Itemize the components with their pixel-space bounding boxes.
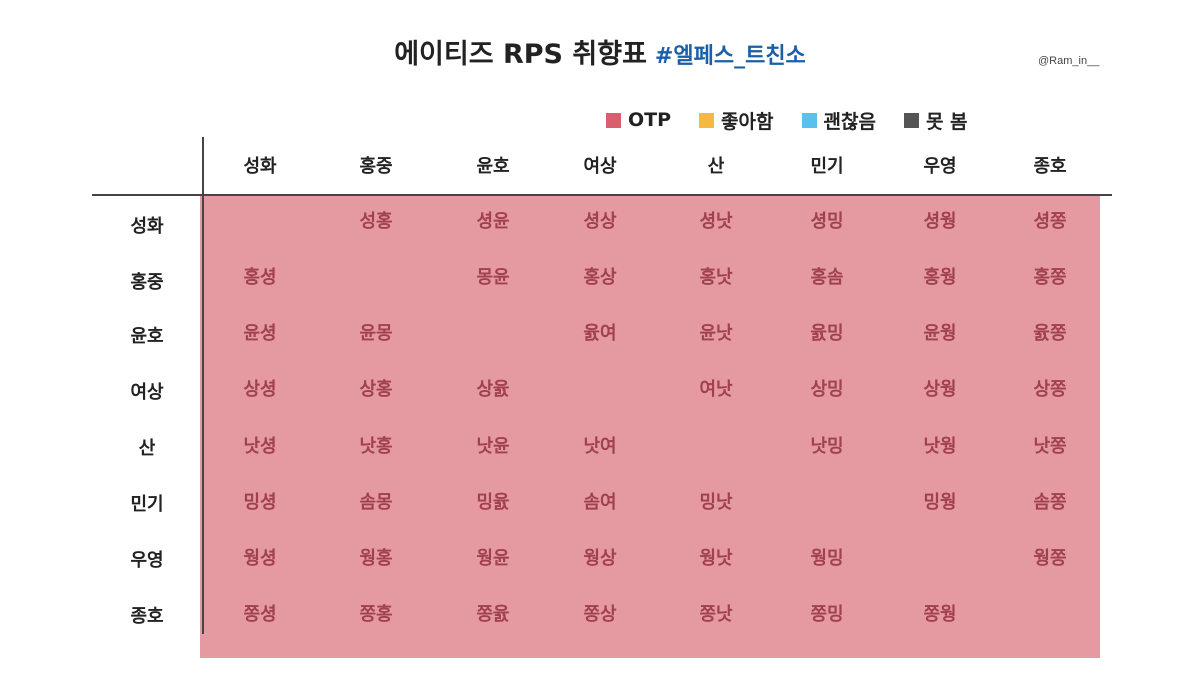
pairing-cell: 홍솜: [810, 267, 844, 288]
pairing-cell: 상홍: [359, 379, 393, 400]
grid-background: [200, 196, 1100, 658]
row-header: 우영: [130, 550, 164, 571]
pairing-cell: 셩웡: [923, 211, 957, 232]
pairing-cell: 낫여: [583, 436, 617, 457]
pairing-cell: 밍낫: [699, 492, 733, 513]
pairing-cell: 홍웡: [923, 267, 957, 288]
pairing-cell: 성홍: [359, 211, 393, 232]
pairing-cell: 웡쫑: [1033, 548, 1067, 569]
pairing-cell: 낫웡: [923, 436, 957, 457]
legend: OTP 좋아함 괜찮음 못 봄: [606, 106, 968, 134]
pairing-cell: 낫셩: [243, 436, 277, 457]
pairing-cell: 윬쫑: [1033, 323, 1067, 344]
credit-handle: @Ram_in__: [1038, 55, 1100, 67]
column-header: 산: [707, 156, 725, 177]
pairing-cell: 윬밍: [810, 323, 844, 344]
column-header: 종호: [1033, 156, 1067, 177]
row-header: 성화: [130, 216, 164, 237]
pairing-cell: 밍웡: [923, 492, 957, 513]
pairing-cell: 쫑낫: [699, 604, 733, 625]
pairing-cell: 웡셩: [243, 548, 277, 569]
legend-swatch-unseen: [903, 112, 919, 128]
pairing-cell: 윬여: [583, 323, 617, 344]
pairing-cell: 낫윤: [476, 436, 510, 457]
pairing-cell: 셩쫑: [1033, 211, 1067, 232]
pairing-cell: 상윬: [476, 379, 510, 400]
pairing-cell: 쫑윬: [476, 604, 510, 625]
legend-item-okay: 괜찮음: [801, 107, 876, 134]
title-hashtag: #엘페스_트친소: [654, 44, 806, 69]
pairing-cell: 솜여: [583, 492, 617, 513]
vertical-divider: [202, 137, 204, 634]
pairing-cell: 홍쫑: [1033, 267, 1067, 288]
row-header: 윤호: [130, 326, 164, 347]
legend-item-unseen: 못 봄: [903, 107, 968, 134]
pairing-cell: 홍상: [583, 267, 617, 288]
pairing-cell: 웡상: [583, 548, 617, 569]
legend-label-unseen: 못 봄: [925, 110, 968, 133]
pairing-cell: 솜쫑: [1033, 492, 1067, 513]
column-header: 성화: [243, 156, 277, 177]
pairing-cell: 쫑상: [583, 604, 617, 625]
legend-label-okay: 괜찮음: [823, 110, 876, 133]
pairing-cell: 웡윤: [476, 548, 510, 569]
pairing-cell: 여낫: [699, 379, 733, 400]
pairing-cell: 쫑밍: [810, 604, 844, 625]
pairing-cell: 셩윤: [476, 211, 510, 232]
pairing-cell: 홍셩: [243, 267, 277, 288]
pairing-cell: 홍낫: [699, 267, 733, 288]
row-header: 종호: [130, 606, 164, 627]
legend-label-like: 좋아함: [721, 110, 774, 133]
pairing-cell: 상쫑: [1033, 379, 1067, 400]
pairing-cell: 웡밍: [810, 548, 844, 569]
pairing-cell: 윤낫: [699, 323, 733, 344]
pairing-cell: 셩낫: [699, 211, 733, 232]
legend-label-otp: OTP: [628, 109, 672, 131]
chart-title: 에이티즈 RPS 취향표 #엘페스_트친소: [0, 32, 1200, 71]
legend-item-otp: OTP: [606, 109, 671, 131]
row-header: 홍중: [130, 272, 164, 293]
pairing-cell: 윤셩: [243, 323, 277, 344]
row-header: 민기: [130, 494, 164, 515]
pairing-cell: 윤웡: [923, 323, 957, 344]
pairing-cell: 몽윤: [476, 267, 510, 288]
pairing-cell: 쫑홍: [359, 604, 393, 625]
pairing-cell: 웡낫: [699, 548, 733, 569]
column-header: 민기: [810, 156, 844, 177]
pairing-cell: 셩상: [583, 211, 617, 232]
pairing-cell: 낫쫑: [1033, 436, 1067, 457]
row-header: 여상: [130, 382, 164, 403]
pairing-cell: 쫑셩: [243, 604, 277, 625]
legend-swatch-okay: [801, 112, 817, 128]
column-header: 여상: [583, 156, 617, 177]
column-header: 윤호: [476, 156, 510, 177]
pairing-cell: 상웡: [923, 379, 957, 400]
title-text: 에이티즈 RPS 취향표: [394, 39, 647, 70]
legend-swatch-otp: [606, 112, 621, 128]
legend-item-like: 좋아함: [699, 107, 774, 134]
horizontal-divider: [92, 194, 1112, 196]
pairing-cell: 솜몽: [359, 492, 393, 513]
pairing-cell: 쫑웡: [923, 604, 957, 625]
pairing-cell: 상밍: [810, 379, 844, 400]
pairing-cell: 상셩: [243, 379, 277, 400]
pairing-cell: 웡홍: [359, 548, 393, 569]
pairing-cell: 밍윬: [476, 492, 510, 513]
pairing-cell: 윤몽: [359, 323, 393, 344]
pairing-cell: 낫홍: [359, 436, 393, 457]
column-header: 홍중: [359, 156, 393, 177]
pairing-cell: 밍셩: [243, 492, 277, 513]
pairing-cell: 낫밍: [810, 436, 844, 457]
row-header: 산: [138, 438, 156, 459]
legend-swatch-like: [699, 112, 715, 128]
column-header: 우영: [923, 156, 957, 177]
pairing-cell: 셩밍: [810, 211, 844, 232]
